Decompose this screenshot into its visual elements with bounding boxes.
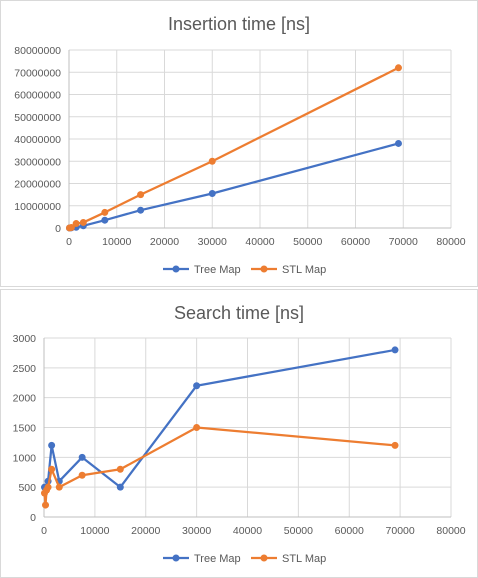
y-tick-label: 1500 bbox=[13, 423, 37, 435]
data-point-tree-map bbox=[208, 190, 216, 198]
data-point-tree-map bbox=[137, 206, 145, 214]
data-point-stl-map bbox=[101, 208, 109, 216]
data-point-stl-map bbox=[72, 220, 80, 228]
y-tick-label: 2000 bbox=[13, 393, 37, 405]
y-tick-label: 60000000 bbox=[14, 90, 61, 102]
data-point-stl-map bbox=[391, 441, 399, 449]
x-tick-label: 60000 bbox=[335, 525, 364, 537]
legend-label-stl-map: STL Map bbox=[282, 553, 326, 565]
y-tick-label: 40000000 bbox=[14, 134, 61, 146]
data-point-tree-map bbox=[394, 139, 402, 147]
data-point-stl-map bbox=[193, 424, 201, 431]
search-time-chart: Search time [ns] 0 500 1000 1500 2000 2500 3000… bbox=[0, 289, 478, 578]
data-point-stl-map bbox=[116, 465, 124, 473]
data-point-stl-map bbox=[137, 191, 145, 199]
insertion-time-chart: Insertion time [ns] 0 10000000 20000000 3000… bbox=[0, 0, 478, 287]
y-tick-label: 1000 bbox=[13, 452, 37, 464]
x-tick-label: 70000 bbox=[389, 236, 418, 248]
y-tick-label: 70000000 bbox=[14, 67, 61, 79]
x-tick-label: 20000 bbox=[150, 236, 179, 248]
x-tick-label: 30000 bbox=[198, 236, 227, 248]
search-time-svg: Search time [ns] 0 500 1000 1500 2000 2500 3000… bbox=[13, 303, 466, 565]
data-point-tree-map bbox=[78, 453, 86, 461]
x-tick-label: 50000 bbox=[293, 236, 322, 248]
data-point-stl-map bbox=[208, 157, 216, 165]
x-tick-label: 60000 bbox=[341, 236, 370, 248]
x-tick-label: 10000 bbox=[102, 236, 131, 248]
data-point-tree-map bbox=[48, 441, 56, 449]
data-point-stl-map bbox=[394, 64, 402, 72]
series-line-stl-map bbox=[69, 66, 399, 230]
series-line-stl-map bbox=[43, 426, 396, 507]
insertion-time-svg: Insertion time [ns] 0 10000000 20000000 3000… bbox=[14, 14, 465, 276]
y-tick-label: 2500 bbox=[13, 363, 37, 375]
y-tick-label: 0 bbox=[55, 223, 61, 235]
x-tick-label: 40000 bbox=[245, 236, 274, 248]
data-point-tree-map bbox=[116, 483, 124, 491]
x-tick-label: 80000 bbox=[436, 236, 465, 248]
y-tick-label: 50000000 bbox=[14, 112, 61, 124]
legend-marker-tree-map bbox=[172, 265, 180, 273]
x-tick-label: 10000 bbox=[80, 525, 109, 537]
legend-label-tree-map: Tree Map bbox=[194, 264, 241, 276]
x-tick-label: 70000 bbox=[386, 525, 415, 537]
y-tick-label: 30000000 bbox=[14, 156, 61, 168]
y-tick-label: 3000 bbox=[13, 333, 37, 345]
chart-title: Search time [ns] bbox=[174, 303, 304, 323]
y-tick-label: 500 bbox=[18, 482, 36, 494]
legend-marker-tree-map bbox=[172, 554, 180, 562]
data-point-tree-map bbox=[391, 346, 399, 354]
data-point-tree-map bbox=[101, 216, 109, 224]
data-point-stl-map bbox=[55, 483, 63, 491]
x-tick-label: 50000 bbox=[284, 525, 313, 537]
y-tick-label: 0 bbox=[30, 512, 36, 524]
x-tick-label: 0 bbox=[41, 525, 47, 537]
data-point-stl-map bbox=[42, 501, 50, 509]
y-tick-label: 20000000 bbox=[14, 179, 61, 191]
legend-marker-stl-map bbox=[260, 265, 268, 273]
y-tick-label: 10000000 bbox=[14, 201, 61, 213]
data-point-tree-map bbox=[193, 382, 201, 390]
x-tick-label: 40000 bbox=[233, 525, 262, 537]
data-point-stl-map bbox=[67, 224, 75, 232]
data-point-stl-map bbox=[48, 465, 56, 473]
data-point-stl-map bbox=[78, 471, 86, 479]
data-point-stl-map bbox=[44, 483, 52, 491]
legend-marker-stl-map bbox=[260, 554, 268, 562]
x-tick-label: 20000 bbox=[131, 525, 160, 537]
chart-title: Insertion time [ns] bbox=[168, 14, 310, 34]
x-tick-label: 30000 bbox=[182, 525, 211, 537]
data-point-stl-map bbox=[79, 218, 87, 226]
series-line-tree-map bbox=[44, 348, 396, 489]
legend-label-tree-map: Tree Map bbox=[194, 553, 241, 565]
x-tick-label: 0 bbox=[66, 236, 72, 248]
y-tick-label: 80000000 bbox=[14, 45, 61, 57]
series-line-tree-map bbox=[69, 142, 399, 230]
x-tick-label: 80000 bbox=[436, 525, 465, 537]
legend-label-stl-map: STL Map bbox=[282, 264, 326, 276]
